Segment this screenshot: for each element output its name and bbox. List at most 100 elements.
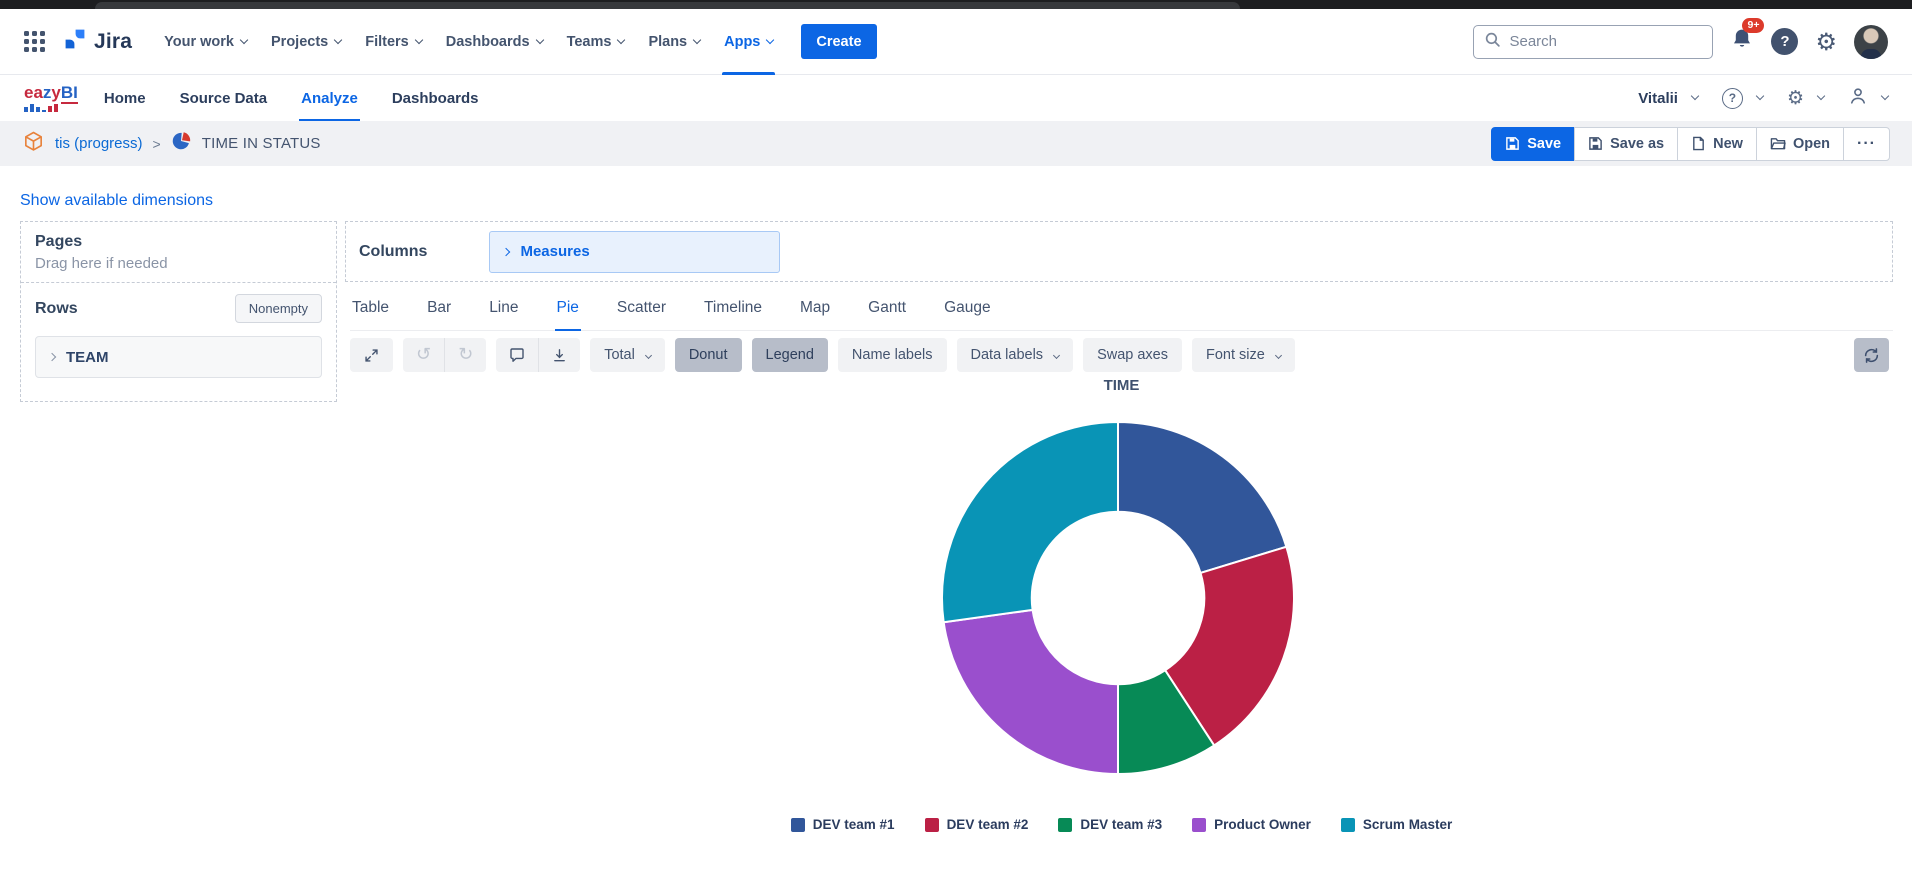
jira-top-bar: Jira Your work Projects Filters Dashboar… <box>0 9 1912 75</box>
open-button[interactable]: Open <box>1755 126 1845 161</box>
global-search[interactable] <box>1473 24 1714 59</box>
tab-scatter[interactable]: Scatter <box>616 299 667 316</box>
notifications-button[interactable]: 9+ <box>1730 18 1765 56</box>
tab-source-data[interactable]: Source Data <box>179 89 268 107</box>
pie-slice-1[interactable] <box>1117 420 1288 575</box>
export-button[interactable] <box>538 338 580 372</box>
chart-toolbar: ↺ ↻ Total Donut Legend Name labels Data … <box>350 338 1295 372</box>
comment-export-group <box>496 338 581 372</box>
chevron-down-icon <box>766 35 775 44</box>
tab-gauge[interactable]: Gauge <box>944 299 991 316</box>
help-menu[interactable]: ? <box>1721 87 1765 109</box>
report-actions: Save Save as New Open ··· <box>1491 126 1890 161</box>
new-button[interactable]: New <box>1677 126 1757 161</box>
legend-item[interactable]: DEV team #3 <box>1058 817 1162 832</box>
chevron-down-icon <box>1755 91 1765 101</box>
fullscreen-button[interactable] <box>350 338 393 372</box>
eazybi-logo[interactable]: eazyBI <box>24 83 78 112</box>
browser-tab <box>95 2 1240 9</box>
create-button[interactable]: Create <box>801 24 877 59</box>
help-icon: ? <box>1721 87 1743 109</box>
columns-dimension-measures[interactable]: Measures <box>489 230 781 273</box>
tab-pie[interactable]: Pie <box>554 293 582 331</box>
breadcrumb-account-link[interactable]: tis (progress) <box>55 135 143 152</box>
undo-button[interactable]: ↺ <box>403 338 444 372</box>
tab-map[interactable]: Map <box>800 299 831 316</box>
nav-item-filters[interactable]: Filters <box>353 9 434 75</box>
legend-item[interactable]: DEV team #1 <box>790 817 895 832</box>
legend-swatch <box>790 817 805 832</box>
app-switcher-icon[interactable] <box>24 31 45 52</box>
columns-dropzone[interactable]: Columns Measures <box>345 221 1893 282</box>
undo-redo-group: ↺ ↻ <box>403 338 487 372</box>
search-input[interactable] <box>1509 33 1703 50</box>
help-button[interactable]: ? <box>1771 28 1799 55</box>
eazybi-logo-bars <box>24 104 78 112</box>
tab-gantt[interactable]: Gantt <box>868 299 907 316</box>
more-actions-button[interactable]: ··· <box>1843 126 1890 161</box>
total-dropdown[interactable]: Total <box>590 338 665 372</box>
name-labels-toggle[interactable]: Name labels <box>837 338 947 372</box>
settings-gear-icon[interactable]: ⚙ <box>1815 27 1837 56</box>
search-icon <box>1484 31 1501 53</box>
pie-chart-icon <box>171 131 192 157</box>
refresh-icon <box>1864 347 1879 363</box>
legend-toggle[interactable]: Legend <box>751 338 828 372</box>
columns-label: Columns <box>359 242 428 260</box>
profile-menu[interactable] <box>1848 86 1890 111</box>
dimensions-panel: Pages Drag here if needed Rows Nonempty … <box>20 221 337 402</box>
account-menu[interactable]: Vitalii <box>1638 89 1700 107</box>
nav-item-dashboards[interactable]: Dashboards <box>434 9 555 75</box>
legend-item[interactable]: DEV team #2 <box>924 817 1028 832</box>
eazybi-nav-bar: eazyBI Home Source Data Analyze Dashboar… <box>0 75 1912 121</box>
font-size-dropdown[interactable]: Font size <box>1192 338 1295 372</box>
question-mark-icon: ? <box>1780 33 1790 50</box>
user-avatar[interactable] <box>1854 24 1888 59</box>
user-name: Vitalii <box>1638 89 1678 107</box>
jira-logo-text: Jira <box>94 29 133 53</box>
nav-item-plans[interactable]: Plans <box>636 9 712 75</box>
swap-axes-button[interactable]: Swap axes <box>1083 338 1182 372</box>
chevron-down-icon <box>644 351 652 359</box>
legend-item[interactable]: Product Owner <box>1192 817 1311 832</box>
tab-dashboards[interactable]: Dashboards <box>391 89 479 107</box>
nav-item-apps[interactable]: Apps <box>712 9 785 75</box>
chevron-down-icon <box>535 35 544 44</box>
refresh-button[interactable] <box>1854 338 1889 372</box>
tab-home[interactable]: Home <box>103 89 146 107</box>
rows-dimension-team[interactable]: TEAM <box>35 336 322 378</box>
jira-logo[interactable]: Jira <box>63 27 132 56</box>
ellipsis-icon: ··· <box>1857 134 1876 152</box>
nav-item-projects[interactable]: Projects <box>259 9 353 75</box>
legend-swatch <box>1340 817 1355 832</box>
donut-toggle[interactable]: Donut <box>674 338 742 372</box>
settings-menu[interactable]: ⚙ <box>1787 88 1826 108</box>
nav-item-your-work[interactable]: Your work <box>152 9 259 75</box>
show-dimensions-link[interactable]: Show available dimensions <box>20 192 213 209</box>
logo-text: BI <box>60 83 78 104</box>
tab-analyze[interactable]: Analyze <box>299 75 360 121</box>
cube-icon <box>22 130 45 158</box>
tab-bar[interactable]: Bar <box>427 299 452 316</box>
comment-button[interactable] <box>496 338 538 372</box>
chevron-down-icon <box>333 35 343 44</box>
chevron-right-icon <box>502 247 511 256</box>
nav-item-teams[interactable]: Teams <box>555 9 637 75</box>
chevron-down-icon <box>692 35 702 44</box>
legend-item[interactable]: Scrum Master <box>1340 817 1452 832</box>
tab-line[interactable]: Line <box>489 299 519 316</box>
data-labels-dropdown[interactable]: Data labels <box>956 338 1074 372</box>
pie-slice-5[interactable] <box>941 420 1119 624</box>
legend-swatch <box>1192 817 1207 832</box>
browser-chrome-strip <box>0 0 1912 9</box>
nonempty-button[interactable]: Nonempty <box>234 294 322 323</box>
redo-button[interactable]: ↻ <box>444 338 486 372</box>
pages-dropzone[interactable]: Pages Drag here if needed <box>21 222 336 283</box>
save-as-button[interactable]: Save as <box>1574 126 1679 161</box>
tab-table[interactable]: Table <box>352 299 390 316</box>
pie-slice-4[interactable] <box>942 608 1119 776</box>
tab-timeline[interactable]: Timeline <box>704 299 763 316</box>
chevron-down-icon <box>617 35 626 44</box>
pie-slice-2[interactable] <box>1163 545 1295 747</box>
save-button[interactable]: Save <box>1491 126 1576 161</box>
